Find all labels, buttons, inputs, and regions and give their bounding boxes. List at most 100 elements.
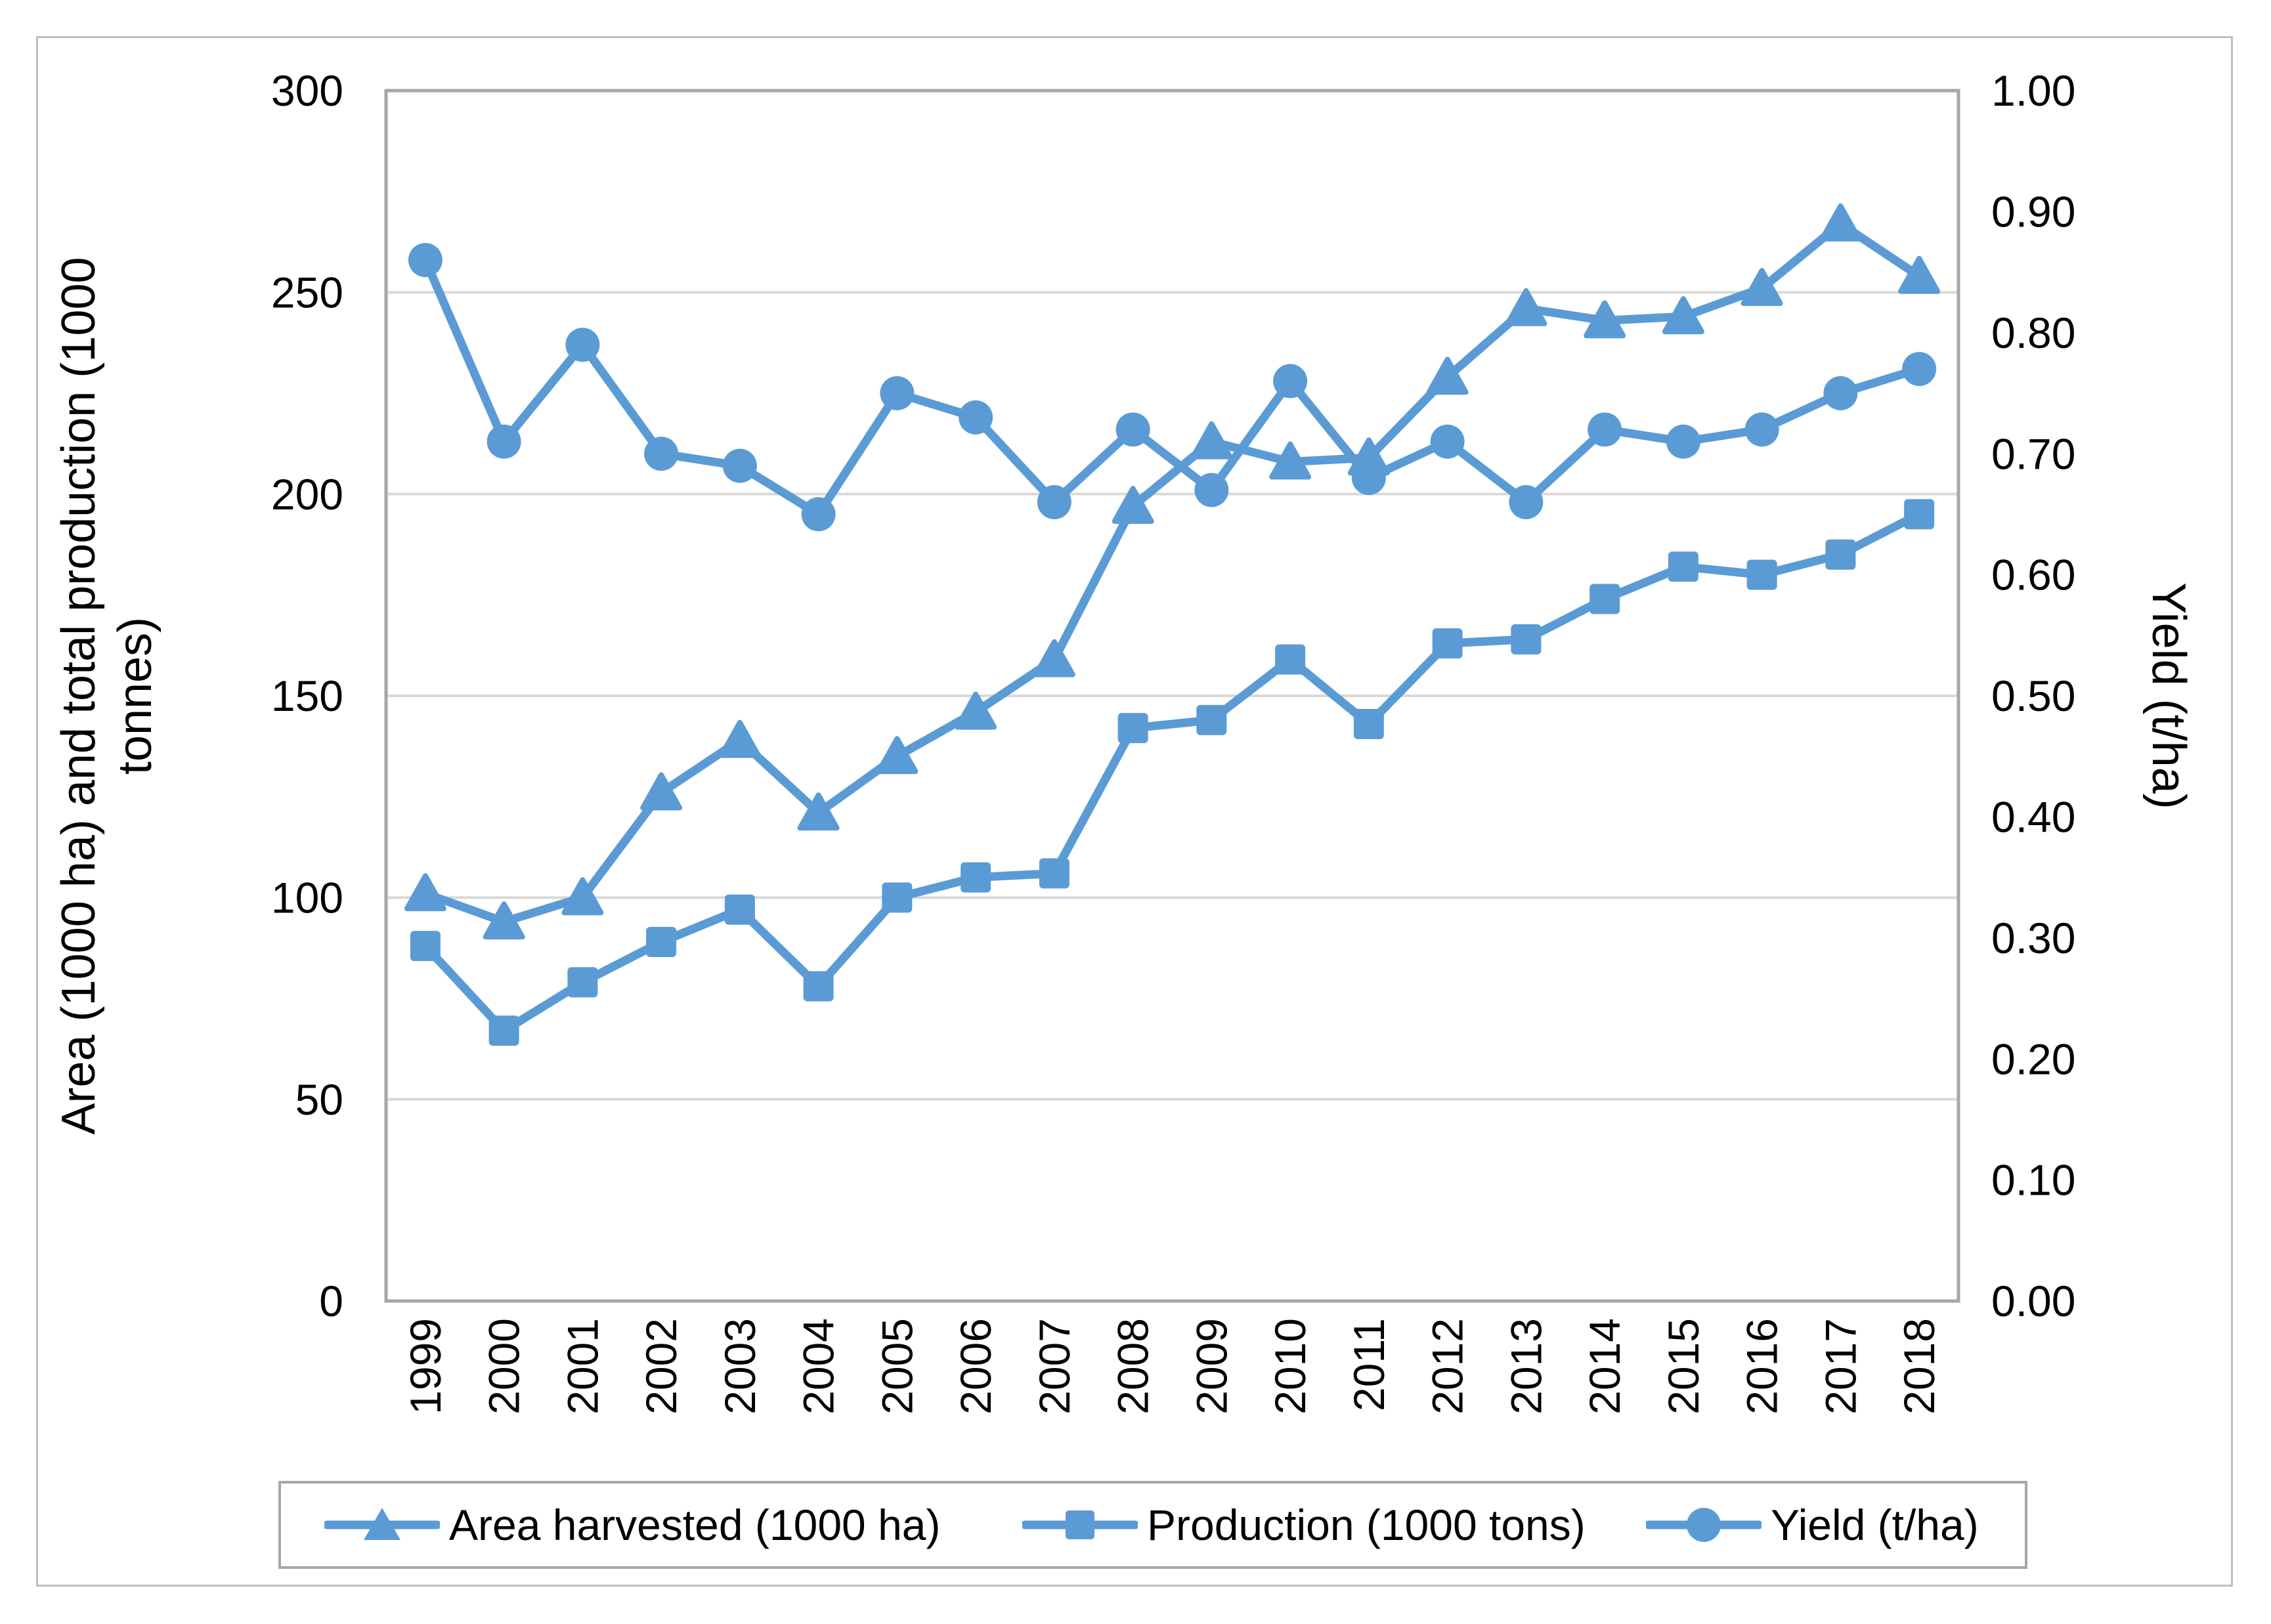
legend-label-production: Production (1000 tons) [1147, 1501, 1586, 1549]
left-axis-title-line2: tonnes) [109, 616, 162, 775]
x-axis-tick-label: 2002 [637, 1318, 685, 1415]
legend-line-triangle-icon [324, 1508, 440, 1540]
left-axis-tick-label: 150 [271, 672, 343, 720]
series-marker-circle [1273, 364, 1308, 398]
series-marker-circle [1823, 376, 1858, 410]
series-marker-triangle [797, 792, 840, 831]
series-marker-circle [1115, 412, 1150, 447]
series-marker-circle [1430, 424, 1465, 459]
right-axis-tick-label: 0.30 [1991, 914, 2075, 962]
legend-label-area: Area harvested (1000 ha) [449, 1501, 941, 1549]
series-marker-triangle [1662, 296, 1704, 335]
series-marker-triangle [1112, 486, 1154, 524]
x-axis-tick-label: 2003 [716, 1318, 764, 1415]
left-axis-tick-label: 200 [271, 470, 343, 519]
x-axis-tick-label: 2004 [794, 1318, 843, 1415]
legend-item-yield: Yield (t/ha) [1646, 1484, 1979, 1566]
series-marker-square [488, 1015, 519, 1046]
series-marker-triangle [1190, 421, 1233, 459]
series-marker-triangle [1584, 300, 1626, 339]
x-axis-tick-label: 2008 [1109, 1318, 1157, 1415]
series-marker-triangle [1505, 288, 1547, 326]
series-marker-square [882, 882, 913, 913]
x-axis-tick-label: 2014 [1580, 1318, 1629, 1415]
series-marker-square [1511, 624, 1542, 654]
x-axis-tick-label: 2012 [1423, 1318, 1472, 1415]
x-axis-tick-label: 2009 [1187, 1318, 1236, 1415]
legend-label-yield: Yield (t/ha) [1771, 1501, 1979, 1549]
series-marker-circle [644, 437, 679, 471]
x-axis-tick-label: 2011 [1345, 1318, 1393, 1411]
series-marker-circle [408, 243, 443, 278]
series-marker-triangle [561, 877, 604, 916]
legend: Area harvested (1000 ha) Production (100… [278, 1481, 2027, 1569]
series-marker-square [1275, 644, 1306, 675]
legend-line-circle-icon [1646, 1508, 1762, 1542]
series-marker-triangle [1898, 255, 1941, 294]
series-marker-triangle [876, 736, 919, 775]
series-marker-circle [801, 497, 836, 532]
x-axis-tick-label: 1999 [401, 1318, 450, 1415]
series-marker-circle [1509, 484, 1544, 519]
series-marker-square [1590, 584, 1620, 614]
right-axis-tick-label: 1.00 [1991, 66, 2075, 115]
series-marker-circle [722, 448, 757, 483]
right-axis-tick-label: 0.80 [1991, 309, 2075, 357]
left-axis-tick-label: 50 [295, 1075, 343, 1124]
x-axis-tick-label: 2000 [480, 1318, 529, 1415]
left-axis-tick-label: 100 [271, 873, 343, 922]
series-marker-square [410, 931, 441, 962]
series-marker-triangle [640, 772, 683, 811]
series-marker-triangle [404, 873, 446, 912]
series-marker-circle [1037, 484, 1071, 519]
x-axis-tick-label: 2005 [873, 1318, 921, 1415]
plot-border [384, 89, 1960, 1303]
series-marker-triangle [1741, 268, 1783, 307]
left-axis-tick-label: 250 [271, 268, 343, 316]
x-axis-tick-label: 2016 [1738, 1318, 1786, 1415]
x-axis-tick-label: 2001 [558, 1318, 607, 1415]
left-axis-title: Area (1000 ha) and total production (100… [51, 0, 163, 1418]
left-axis-tick-label: 0 [319, 1277, 343, 1325]
right-axis-tick-label: 0.40 [1991, 793, 2075, 842]
series-marker-square [1904, 499, 1935, 530]
x-axis-tick-label: 2018 [1895, 1318, 1943, 1415]
x-axis-tick-label: 2017 [1816, 1318, 1865, 1415]
series-marker-square [1196, 704, 1227, 735]
series-marker-triangle [955, 691, 997, 730]
figure-border [36, 36, 2233, 1587]
series-marker-circle [1588, 412, 1622, 447]
series-marker-square [1746, 559, 1777, 590]
series-marker-circle [1194, 473, 1229, 507]
series-marker-square [961, 862, 991, 893]
x-axis-tick-label: 2015 [1659, 1318, 1708, 1415]
left-axis-tick-label: 300 [271, 66, 343, 115]
series-marker-triangle [1269, 441, 1312, 480]
right-axis-tick-label: 0.20 [1991, 1035, 2075, 1083]
right-axis-tick-label: 0.10 [1991, 1156, 2075, 1205]
series-marker-square [1668, 551, 1698, 582]
series-marker-square [1825, 539, 1856, 570]
series-marker-triangle [483, 901, 525, 940]
x-axis-tick-label: 2007 [1030, 1318, 1079, 1415]
series-marker-circle [959, 400, 993, 435]
series-marker-triangle [1426, 356, 1469, 395]
series-marker-circle [1744, 412, 1779, 447]
series-marker-square [1117, 713, 1148, 744]
legend-item-production: Production (1000 tons) [1022, 1484, 1586, 1566]
series-marker-square [1353, 709, 1384, 740]
series-marker-circle [1666, 424, 1700, 459]
x-axis-tick-label: 2013 [1502, 1318, 1550, 1415]
series-marker-triangle [1819, 203, 1862, 242]
series-marker-square [724, 894, 755, 925]
series-marker-circle [565, 328, 600, 362]
series-marker-triangle [718, 719, 761, 758]
right-axis-tick-label: 0.90 [1991, 188, 2075, 236]
series-marker-square [803, 971, 834, 1002]
series-marker-square [567, 967, 598, 998]
left-axis-title-line1: Area (1000 ha) and total production (100… [53, 257, 105, 1135]
series-marker-square [646, 926, 677, 957]
series-marker-square [1432, 628, 1463, 659]
legend-item-area: Area harvested (1000 ha) [324, 1484, 940, 1566]
